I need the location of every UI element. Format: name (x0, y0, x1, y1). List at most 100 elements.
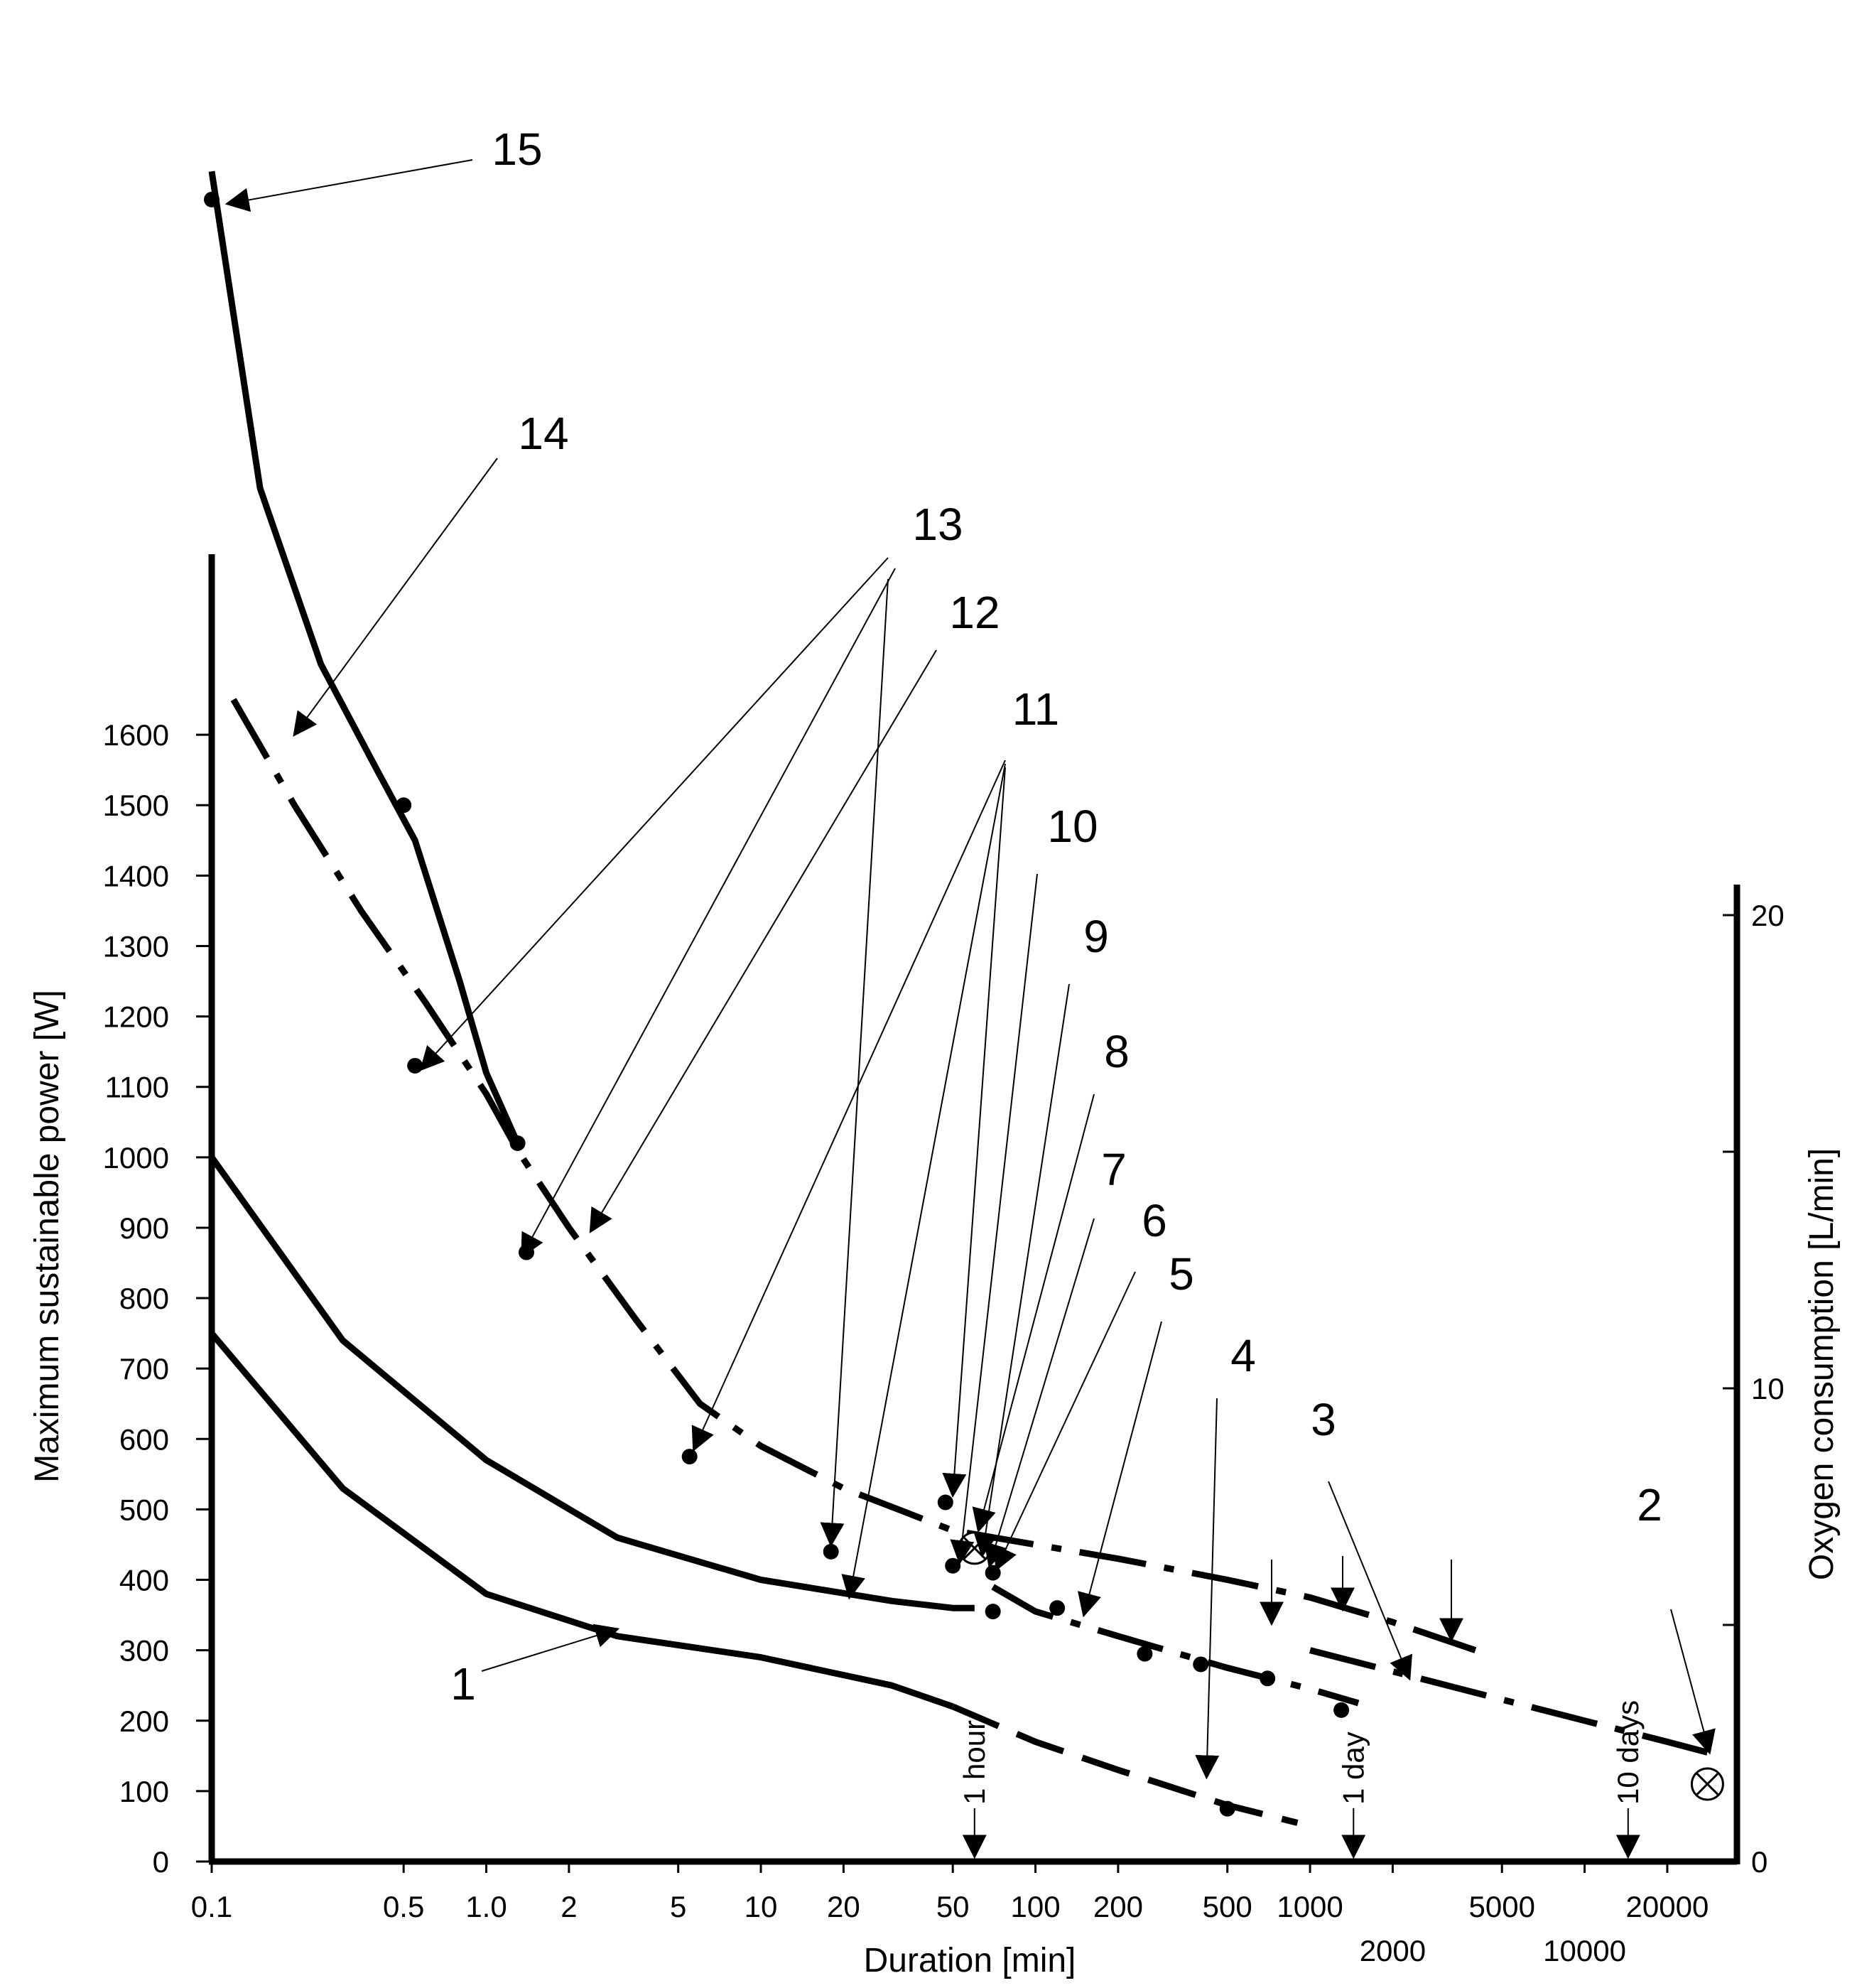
callout-label-12: 12 (949, 587, 1000, 638)
leader-line (589, 649, 937, 1233)
x-tick-label: 2000 (1360, 1934, 1426, 1967)
data-point (681, 1449, 698, 1465)
x-tick-label: 2 (561, 1890, 577, 1923)
y2-tick-label: 0 (1751, 1845, 1767, 1879)
curve-14 (208, 171, 521, 1145)
leader-line (419, 557, 889, 1071)
data-point (1193, 1656, 1209, 1673)
x-tick-label: 1.0 (465, 1890, 507, 1923)
x-tick-label: 1000 (1277, 1890, 1343, 1923)
data-point (1219, 1800, 1235, 1817)
curve-11 (209, 1155, 975, 1611)
text-labels: 0100200300400500600700800900100011001200… (28, 124, 1841, 1979)
y-tick-label: 1100 (105, 1071, 169, 1104)
x-tick-label: 100 (1011, 1890, 1061, 1923)
data-point (407, 1057, 423, 1074)
y-tick-label: 300 (119, 1634, 169, 1668)
callout-label-15: 15 (492, 124, 542, 175)
y-tick-label: 1300 (103, 929, 169, 963)
curve-5 (991, 1584, 1360, 1707)
data-point (985, 1604, 1001, 1620)
x-tick-label: 0.1 (191, 1890, 232, 1923)
callout-label-2: 2 (1637, 1479, 1662, 1530)
y-tick-label: 800 (119, 1282, 169, 1315)
callout-label-14: 14 (518, 408, 568, 459)
time-marker-label: 10 days (1611, 1700, 1645, 1805)
x-tick-label: 5000 (1469, 1890, 1535, 1923)
y-tick-label: 1000 (103, 1141, 169, 1174)
y-tick-label: 1400 (103, 859, 169, 892)
callout-label-9: 9 (1083, 911, 1109, 962)
y-tick-label: 1200 (103, 1000, 169, 1034)
data-point (396, 797, 412, 814)
x-tick-label: 200 (1093, 1890, 1143, 1923)
leader-line (942, 767, 1006, 1498)
callout-label-3: 3 (1311, 1394, 1336, 1445)
callout-label-5: 5 (1169, 1248, 1194, 1300)
y-tick-label: 600 (119, 1422, 169, 1456)
x-axis-label: Duration [min] (864, 1942, 1076, 1979)
data-point (937, 1494, 953, 1511)
callouts (224, 159, 1716, 1859)
y-tick-label: 400 (119, 1564, 169, 1597)
x-tick-label: 500 (1203, 1890, 1252, 1923)
callout-label-8: 8 (1104, 1026, 1130, 1077)
data-point (204, 191, 220, 207)
open-marker-cross (1695, 1772, 1719, 1796)
curve-12 (230, 698, 1477, 1653)
leader-line (950, 873, 1038, 1565)
data-point (1137, 1646, 1153, 1662)
time-marker-label: 1 hour (958, 1720, 991, 1805)
data-point (985, 1565, 1001, 1581)
y-tick-label: 500 (119, 1493, 169, 1526)
y-tick-label: 900 (119, 1211, 169, 1245)
curves (208, 171, 1709, 1826)
callout-label-1: 1 (450, 1658, 476, 1709)
y-tick-label: 1600 (103, 718, 169, 752)
curve-4 (951, 1703, 1299, 1826)
leader-line (481, 1624, 620, 1672)
leader-line (994, 1271, 1136, 1572)
y-axis-label: Maximum sustainable power [W] (28, 990, 66, 1483)
callout-label-13: 13 (912, 499, 963, 550)
y-tick-label: 200 (119, 1705, 169, 1738)
x-tick-label: 0.5 (383, 1890, 424, 1923)
leader-line (841, 763, 1006, 1600)
callout-label-10: 10 (1047, 801, 1098, 852)
data-point (509, 1135, 526, 1151)
data-points (204, 191, 1724, 1817)
y-tick-label: 100 (119, 1775, 169, 1808)
x-tick-label: 10000 (1543, 1934, 1626, 1967)
leader-line (1195, 1398, 1220, 1780)
y-tick-label: 700 (119, 1352, 169, 1385)
x-tick-label: 20 (827, 1890, 860, 1923)
callout-label-4: 4 (1230, 1330, 1256, 1381)
callout-label-11: 11 (1012, 684, 1059, 735)
axes (196, 554, 1740, 1873)
leader-line (820, 578, 889, 1547)
x-tick-label: 50 (936, 1890, 970, 1923)
leader-line (972, 1093, 1095, 1533)
data-point (1333, 1702, 1350, 1718)
y-tick-label: 0 (153, 1845, 169, 1879)
data-point (1260, 1670, 1276, 1687)
leader-line (1078, 1321, 1162, 1618)
leader-line (691, 760, 1006, 1452)
leader-line (1328, 1481, 1412, 1681)
curve-3 (1309, 1647, 1709, 1756)
x-tick-label: 5 (670, 1890, 686, 1923)
y2-axis-label: Oxygen consumption [L/min] (1803, 1148, 1841, 1580)
leader-line (521, 568, 896, 1258)
leader-line (984, 1218, 1095, 1568)
x-tick-label: 10 (745, 1890, 778, 1923)
data-point (1049, 1600, 1066, 1616)
leader-line (293, 458, 498, 737)
data-point (823, 1543, 839, 1560)
leader-line (224, 159, 473, 212)
callout-label-7: 7 (1101, 1144, 1127, 1195)
y2-tick-label: 20 (1751, 899, 1785, 932)
leader-line (1670, 1609, 1716, 1755)
time-marker-label: 1 day (1336, 1732, 1370, 1805)
y-tick-label: 1500 (103, 789, 169, 822)
